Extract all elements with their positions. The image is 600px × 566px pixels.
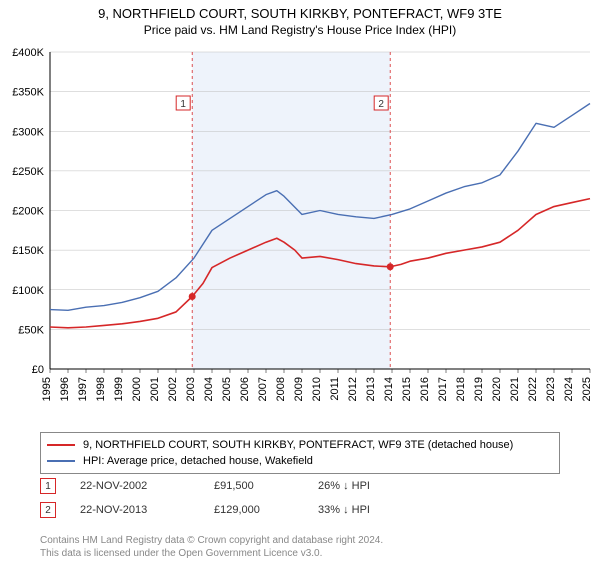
chart-area: £0 £50K £100K £150K £200K £250K £300K £350K £400… bbox=[0, 44, 600, 424]
sale-badge-1: 1 bbox=[40, 478, 56, 494]
svg-text:2: 2 bbox=[378, 99, 384, 110]
svg-text:£0: £0 bbox=[32, 364, 44, 376]
svg-text:2020: 2020 bbox=[491, 377, 503, 401]
title-line-2: Price paid vs. HM Land Registry's House … bbox=[0, 23, 600, 37]
svg-text:2023: 2023 bbox=[545, 377, 557, 401]
footer-note: Contains HM Land Registry data © Crown c… bbox=[40, 534, 560, 560]
svg-text:2013: 2013 bbox=[365, 377, 377, 401]
svg-text:2021: 2021 bbox=[509, 377, 521, 401]
svg-text:2003: 2003 bbox=[185, 377, 197, 401]
sale-price-1: £91,500 bbox=[214, 480, 294, 492]
svg-text:2016: 2016 bbox=[419, 377, 431, 401]
legend-swatch-hpi bbox=[47, 460, 75, 462]
footer-line-1: Contains HM Land Registry data © Crown c… bbox=[40, 535, 383, 546]
sale-delta-1: 26% ↓ HPI bbox=[318, 480, 370, 492]
svg-text:2022: 2022 bbox=[527, 377, 539, 401]
svg-text:2011: 2011 bbox=[329, 377, 341, 401]
sale-row-1: 1 22-NOV-2002 £91,500 26% ↓ HPI bbox=[40, 478, 560, 494]
svg-text:2018: 2018 bbox=[455, 377, 467, 401]
svg-text:1996: 1996 bbox=[59, 377, 71, 401]
svg-text:1: 1 bbox=[180, 99, 186, 110]
svg-text:2009: 2009 bbox=[293, 377, 305, 401]
footer-line-2: This data is licensed under the Open Gov… bbox=[40, 548, 322, 559]
legend-item-hpi: HPI: Average price, detached house, Wake… bbox=[47, 453, 553, 469]
svg-text:2005: 2005 bbox=[221, 377, 233, 401]
svg-text:2012: 2012 bbox=[347, 377, 359, 401]
sale-delta-2: 33% ↓ HPI bbox=[318, 504, 370, 516]
svg-text:1999: 1999 bbox=[113, 377, 125, 401]
svg-text:£100K: £100K bbox=[12, 285, 44, 297]
sale-date-1: 22-NOV-2002 bbox=[80, 480, 190, 492]
svg-text:£250K: £250K bbox=[12, 166, 44, 178]
svg-text:2015: 2015 bbox=[401, 377, 413, 401]
title-line-1: 9, NORTHFIELD COURT, SOUTH KIRKBY, PONTE… bbox=[0, 6, 600, 21]
svg-text:2004: 2004 bbox=[203, 377, 215, 401]
legend-swatch-property bbox=[47, 444, 75, 446]
sale-badge-2: 2 bbox=[40, 502, 56, 518]
svg-text:1997: 1997 bbox=[77, 377, 89, 401]
svg-text:2002: 2002 bbox=[167, 377, 179, 401]
svg-text:2024: 2024 bbox=[563, 377, 575, 401]
legend-item-property: 9, NORTHFIELD COURT, SOUTH KIRKBY, PONTE… bbox=[47, 437, 553, 453]
sale-price-2: £129,000 bbox=[214, 504, 294, 516]
svg-text:£200K: £200K bbox=[12, 206, 44, 218]
svg-text:2000: 2000 bbox=[131, 377, 143, 401]
svg-text:2007: 2007 bbox=[257, 377, 269, 401]
sale-date-2: 22-NOV-2013 bbox=[80, 504, 190, 516]
svg-text:2008: 2008 bbox=[275, 377, 287, 401]
svg-text:£150K: £150K bbox=[12, 245, 44, 257]
svg-text:2006: 2006 bbox=[239, 377, 251, 401]
svg-text:2014: 2014 bbox=[383, 377, 395, 401]
svg-text:£300K: £300K bbox=[12, 126, 44, 138]
svg-text:2019: 2019 bbox=[473, 377, 485, 401]
legend-text-property: 9, NORTHFIELD COURT, SOUTH KIRKBY, PONTE… bbox=[83, 439, 513, 451]
svg-text:2025: 2025 bbox=[581, 377, 593, 401]
svg-text:£50K: £50K bbox=[18, 324, 44, 336]
svg-text:1995: 1995 bbox=[41, 377, 53, 401]
svg-text:1998: 1998 bbox=[95, 377, 107, 401]
sale-row-2: 2 22-NOV-2013 £129,000 33% ↓ HPI bbox=[40, 502, 560, 518]
legend-text-hpi: HPI: Average price, detached house, Wake… bbox=[83, 455, 313, 467]
svg-text:2001: 2001 bbox=[149, 377, 161, 401]
legend: 9, NORTHFIELD COURT, SOUTH KIRKBY, PONTE… bbox=[40, 432, 560, 474]
svg-text:2017: 2017 bbox=[437, 377, 449, 401]
svg-text:£350K: £350K bbox=[12, 87, 44, 99]
line-chart: £0 £50K £100K £150K £200K £250K £300K £350K £400… bbox=[0, 44, 600, 424]
svg-text:£400K: £400K bbox=[12, 47, 44, 59]
svg-text:2010: 2010 bbox=[311, 377, 323, 401]
